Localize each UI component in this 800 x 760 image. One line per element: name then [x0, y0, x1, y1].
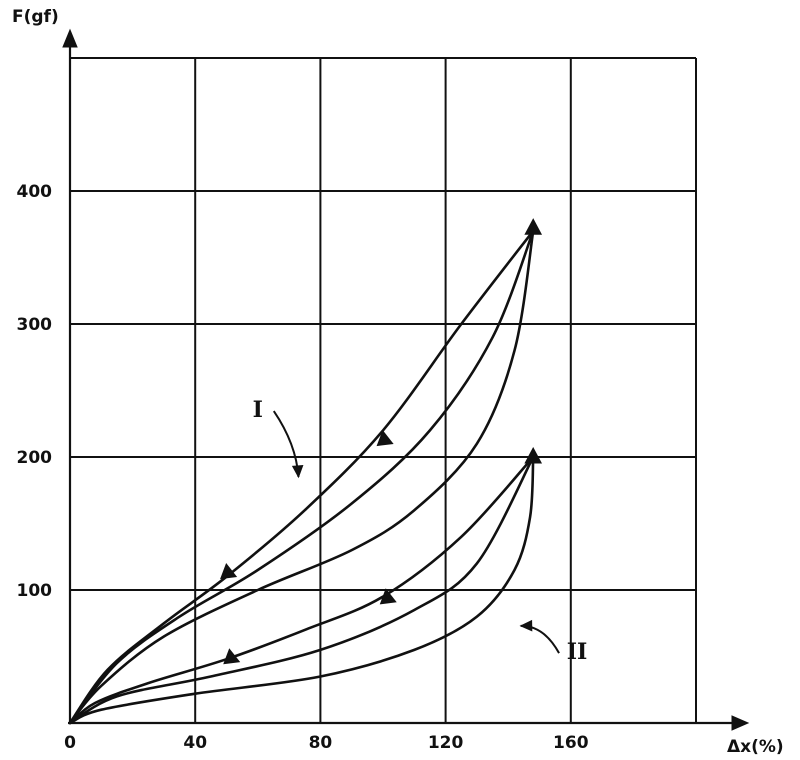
x-tick-label: 40	[183, 733, 207, 753]
annotation-arrow-icon-I	[293, 466, 303, 477]
annotations: III	[253, 397, 588, 665]
x-tick-label: 80	[309, 733, 333, 753]
y-axis-arrow-icon	[63, 30, 77, 47]
curve-I-load	[70, 231, 533, 723]
x-tick-label: 120	[428, 733, 464, 753]
annotation-arrow-icon-II	[521, 621, 532, 631]
y-tick-label: 300	[17, 315, 53, 335]
direction-arrow-II-3	[525, 448, 541, 463]
x-tick-label: 160	[553, 733, 589, 753]
y-axis-title: F(gf)	[12, 7, 59, 27]
x-axis-title: Δx(%)	[727, 737, 784, 757]
y-tick-label: 400	[17, 182, 53, 202]
tick-labels: 0 40 80 120 160 100 200 300 400	[17, 182, 589, 753]
x-tick-label: 0	[64, 733, 76, 753]
x-axis-arrow-icon	[732, 716, 748, 730]
curve-I-unload	[70, 231, 533, 723]
curve-label-II: II	[567, 639, 588, 665]
annotation-pointer-II	[521, 626, 559, 653]
curves	[70, 231, 533, 723]
direction-arrow-I-0	[525, 219, 541, 234]
y-tick-label: 100	[17, 581, 53, 601]
curve-label-I: I	[253, 397, 263, 423]
y-tick-label: 200	[17, 448, 53, 468]
curve-I-intermediate	[70, 231, 533, 723]
